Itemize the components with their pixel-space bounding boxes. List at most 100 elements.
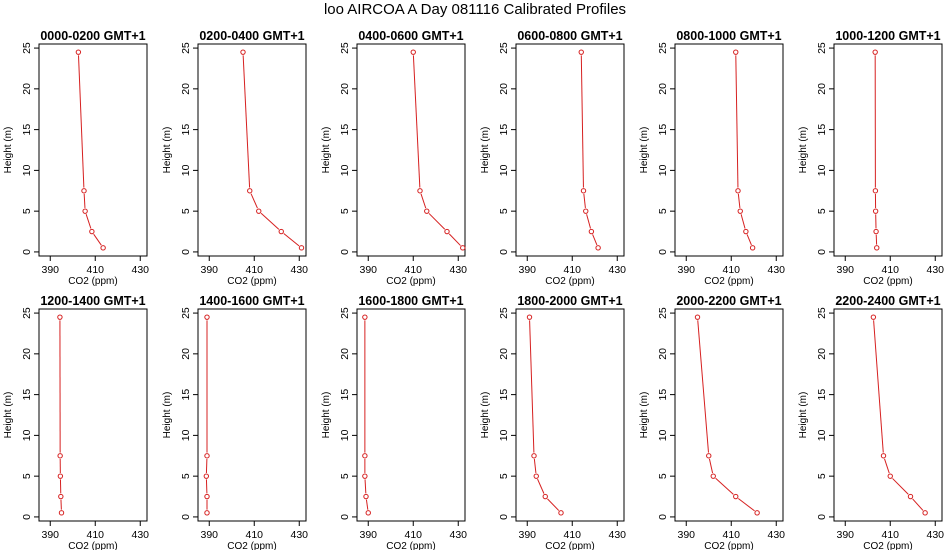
profile-point (362, 453, 368, 459)
y-tick-label: 25 (339, 42, 351, 54)
x-tick-label: 410 (245, 529, 263, 541)
y-tick-label: 25 (21, 42, 33, 54)
profile-point (247, 188, 253, 194)
profile-point (754, 510, 760, 516)
y-axis-label: Height (m) (639, 127, 650, 174)
panel-1: 0000-0200 GMT+1 0 5 10 15 20 25 390 410 430 CO2 (p… (3, 29, 149, 287)
profile-point (578, 49, 584, 55)
y-tick-label: 0 (180, 514, 192, 520)
profile-point (873, 228, 879, 235)
panel-title: 1600-1800 GMT+1 (358, 294, 463, 308)
profile-point (410, 49, 416, 55)
profile-segment (364, 479, 367, 494)
plot-frame (515, 308, 625, 522)
x-axis-label: CO2 (ppm) (704, 541, 753, 550)
plot-frame (833, 308, 943, 522)
panel-7: 1200-1400 GMT+1 0 5 10 15 20 25 390 410 430 CO2 (p… (3, 294, 149, 550)
y-tick-label: 5 (657, 473, 669, 479)
profile-point (444, 228, 450, 235)
profile-point (710, 473, 716, 479)
profile-point (57, 473, 64, 479)
x-tick-label: 390 (359, 529, 377, 541)
panel-title: 1200-1400 GMT+1 (40, 294, 145, 308)
profile-segment (283, 233, 300, 247)
panel-title: 2200-2400 GMT+1 (835, 294, 940, 308)
profile-segment (708, 458, 714, 474)
panel-12: 2200-2400 GMT+1 0 5 10 15 20 25 390 410 430 CO2 (p… (798, 294, 944, 550)
x-tick-label: 410 (86, 264, 104, 276)
x-tick-label: 430 (290, 529, 308, 541)
panel-title: 0000-0200 GMT+1 (40, 29, 145, 43)
y-tick-label: 25 (498, 42, 510, 54)
profile-point (907, 493, 914, 500)
profile-segment (529, 320, 535, 453)
profile-segment (365, 499, 369, 510)
profile-point (204, 314, 210, 320)
x-tick-label: 430 (608, 264, 626, 276)
profile-point (733, 493, 739, 500)
y-tick-label: 15 (180, 124, 192, 136)
y-tick-label: 10 (657, 164, 669, 176)
y-tick-label: 20 (339, 348, 351, 360)
profile-segment (547, 498, 560, 511)
profile-point (558, 510, 564, 516)
profile-point (694, 314, 701, 320)
y-tick-label: 10 (816, 164, 828, 176)
profile-segment (737, 498, 755, 512)
x-axis-label: CO2 (ppm) (386, 541, 435, 550)
y-tick-label: 5 (339, 208, 351, 214)
plot-frame (197, 308, 307, 522)
x-axis-label: CO2 (ppm) (863, 276, 912, 287)
y-tick-label: 20 (816, 83, 828, 95)
y-tick-label: 15 (339, 124, 351, 136)
profile-point (362, 473, 368, 479)
panel-8: 1400-1600 GMT+1 0 5 10 15 20 25 390 410 430 CO2 (p… (162, 294, 308, 550)
profile-point (531, 453, 537, 459)
plot-frame (356, 308, 466, 522)
y-axis-label: Height (m) (162, 127, 173, 174)
x-tick-label: 390 (836, 264, 854, 276)
y-tick-label: 0 (21, 249, 33, 255)
x-tick-label: 430 (131, 264, 149, 276)
profile-point (363, 493, 369, 500)
profile-point (58, 493, 64, 500)
plot-frame (197, 43, 307, 257)
x-axis-label: CO2 (ppm) (227, 541, 276, 550)
profile-segment (260, 212, 280, 230)
profile-segment (740, 214, 746, 229)
x-tick-label: 430 (926, 529, 944, 541)
panel-title: 2000-2200 GMT+1 (676, 294, 781, 308)
panel-5: 0800-1000 GMT+1 0 5 10 15 20 25 390 410 430 CO2 (p… (639, 29, 785, 287)
profile-segment (412, 55, 421, 188)
profile-point (583, 208, 589, 214)
profile-point (542, 493, 548, 500)
profile-point (872, 49, 878, 55)
y-tick-label: 15 (21, 389, 33, 401)
x-axis-label: CO2 (ppm) (68, 541, 117, 550)
y-tick-label: 10 (21, 164, 33, 176)
y-tick-label: 20 (180, 83, 192, 95)
profile-segment (912, 498, 924, 511)
x-tick-label: 410 (245, 264, 263, 276)
profile-segment (715, 477, 734, 495)
profile-point (526, 314, 533, 320)
profile-point (278, 228, 284, 235)
y-tick-label: 10 (657, 429, 669, 441)
x-tick-label: 430 (449, 264, 467, 276)
plot-frame (833, 43, 943, 257)
profile-point (460, 245, 466, 251)
y-tick-label: 10 (339, 429, 351, 441)
x-tick-label: 430 (767, 529, 785, 541)
profile-point (57, 453, 63, 459)
y-tick-label: 10 (180, 429, 192, 441)
y-tick-label: 25 (339, 307, 351, 319)
y-tick-label: 25 (498, 307, 510, 319)
x-tick-label: 430 (926, 264, 944, 276)
plot-frame (674, 308, 784, 522)
x-tick-label: 390 (836, 529, 854, 541)
x-tick-label: 410 (404, 529, 422, 541)
profile-segment (93, 233, 102, 246)
y-tick-label: 25 (657, 42, 669, 54)
y-tick-label: 25 (657, 307, 669, 319)
